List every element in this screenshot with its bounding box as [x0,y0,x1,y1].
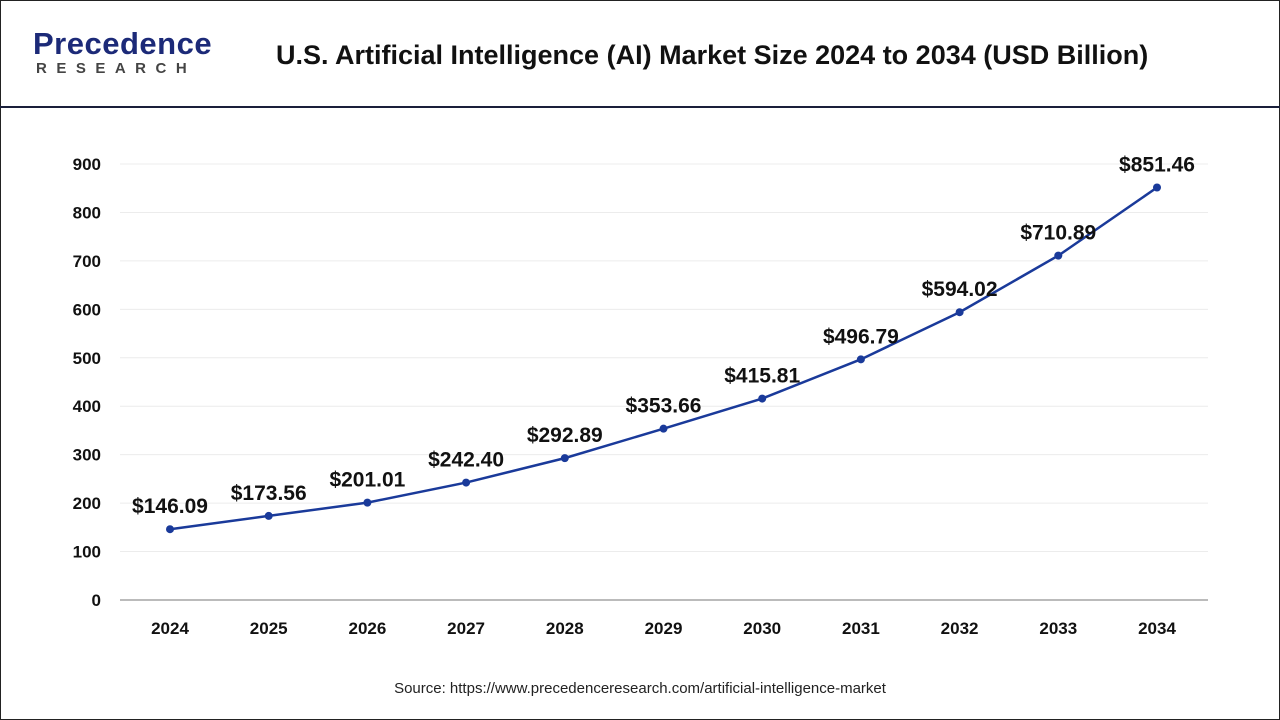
data-point [363,498,372,507]
x-tick-label: 2025 [250,619,288,638]
logo-text: Precedence [33,26,213,61]
data-label: $851.46 [1119,154,1195,177]
data-label: $594.02 [922,278,998,301]
x-tick-label: 2031 [842,619,880,638]
y-tick-label: 400 [73,397,101,416]
data-label: $201.01 [329,469,405,492]
x-tick-label: 2026 [348,619,386,638]
data-label: $146.09 [132,495,208,518]
data-point [560,454,569,463]
x-tick-label: 2032 [941,619,979,638]
data-point [462,478,471,487]
data-point [856,355,865,364]
y-tick-label: 0 [92,591,101,610]
source-note: Source: https://www.precedenceresearch.c… [394,680,886,697]
y-tick-label: 900 [73,155,101,174]
y-tick-label: 700 [73,252,101,271]
x-tick-label: 2029 [645,619,683,638]
y-tick-label: 200 [73,494,101,513]
y-tick-label: 800 [73,203,101,222]
chart-title: U.S. Artificial Intelligence (AI) Market… [276,40,1149,70]
y-tick-label: 300 [73,446,101,465]
x-tick-label: 2028 [546,619,584,638]
data-label: $710.89 [1020,222,1096,245]
x-tick-label: 2027 [447,619,485,638]
data-point [264,511,273,520]
y-tick-label: 500 [73,349,101,368]
data-point [1153,183,1161,192]
header: Precedence RESEARCH U.S. Artificial Inte… [0,0,1280,108]
x-tick-label: 2033 [1039,619,1077,638]
data-label: $173.56 [231,482,307,505]
x-tick-label: 2024 [151,619,189,638]
x-tick-label: 2030 [743,619,781,638]
data-point [955,308,964,317]
data-label: $496.79 [823,325,899,348]
data-label: $353.66 [626,395,702,418]
series-line [169,186,1158,531]
data-point [166,525,174,534]
data-label: $292.89 [527,424,603,447]
y-tick-label: 600 [73,300,101,319]
y-tick-label: 100 [73,543,101,562]
data-point [758,394,767,403]
data-point [1054,251,1063,260]
data-point [659,424,668,433]
logo-subtext: RESEARCH [36,60,197,77]
data-label: $242.40 [428,449,504,472]
data-label: $415.81 [724,365,800,388]
x-tick-label: 2034 [1138,619,1176,638]
logo: Precedence RESEARCH [33,28,212,78]
